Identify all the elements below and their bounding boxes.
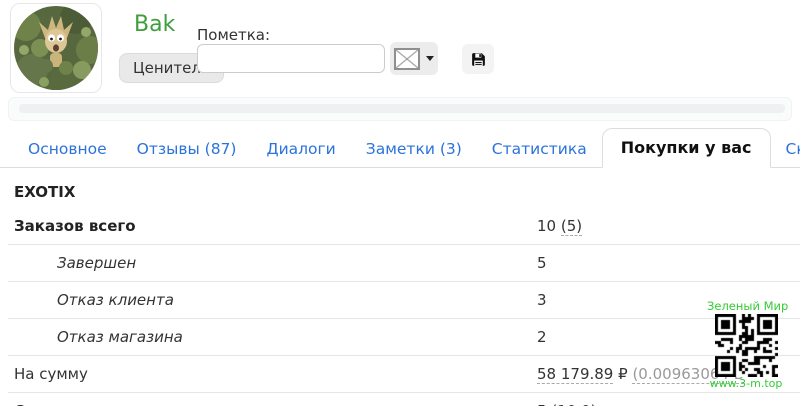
tooltip-value[interactable]: 58 179.89 (537, 365, 614, 384)
row-value: 5 (10.0) (537, 402, 597, 406)
value-text: 10 (537, 217, 561, 235)
note-label: Пометка: (197, 26, 271, 44)
save-button[interactable] (462, 44, 494, 74)
qr-code (714, 314, 778, 377)
value-text: ₽ (613, 365, 633, 383)
tab-skidki[interactable]: Скидки (785, 140, 800, 158)
image-select-dropdown[interactable] (390, 42, 438, 75)
tab-zametki[interactable]: Заметки (3) (365, 140, 462, 158)
row-value: 2 (537, 328, 547, 346)
avatar-image (14, 6, 98, 90)
note-input[interactable] (197, 44, 385, 73)
row-label: Завершен (57, 254, 137, 272)
tab-osnovnoe[interactable]: Основное (28, 140, 107, 158)
tab-bar: Основное Отзывы (87) Диалоги Заметки (3) Ста… (0, 128, 800, 168)
row-label: Заказов всего (14, 217, 136, 235)
watermark-title: Зеленый Мир (707, 299, 789, 313)
avatar[interactable] (10, 3, 102, 93)
row-label: Отказ клиента (57, 291, 174, 309)
tab-statistika[interactable]: Статистика (491, 140, 587, 158)
username[interactable]: Bak (134, 12, 176, 37)
floppy-disk-icon (471, 52, 485, 66)
collapsed-section-bar (8, 97, 792, 121)
tooltip-value[interactable]: (10.0) (551, 402, 597, 406)
collapsed-section-inner-bar (19, 104, 785, 113)
purchases-panel: EXOTIX Заказов всего 10 (5) Завершен 5 Отказ… (0, 168, 800, 406)
table-row: Заказов всего 10 (5) (8, 208, 800, 245)
row-value: 10 (5) (537, 217, 583, 236)
value-text: 2 (537, 328, 547, 346)
value-text: 5 (537, 402, 551, 406)
row-label: Отказ магазина (57, 328, 183, 346)
row-label: Отзывы (8, 402, 81, 406)
tooltip-value[interactable]: (5) (560, 217, 583, 236)
broken-image-icon (394, 47, 420, 70)
row-value: 3 (537, 291, 547, 309)
table-row: Отказ клиента 3 (8, 282, 800, 319)
tab-dialogi[interactable]: Диалоги (266, 140, 336, 158)
row-label: На сумму (14, 365, 88, 383)
tab-otzyvy[interactable]: Отзывы (87) (136, 140, 237, 158)
shop-name: EXOTIX (14, 183, 76, 201)
caret-down-icon (426, 56, 434, 61)
watermark: Зеленый Мир www.3-m.top (707, 299, 789, 390)
tab-pokupki-u-vas[interactable]: Покупки у вас (601, 128, 771, 168)
value-text: 3 (537, 291, 547, 309)
table-row: Завершен 5 (8, 245, 800, 282)
value-text: 5 (537, 254, 547, 272)
purchases-table: Заказов всего 10 (5) Завершен 5 Отказ клиент… (8, 208, 800, 406)
table-row: Отзывы 5 (10.0) (8, 393, 800, 406)
table-row: Отказ магазина 2 (8, 319, 800, 356)
row-value: 5 (537, 254, 547, 272)
table-row: На сумму 58 179.89 ₽ (0.00963064 B (8, 356, 800, 393)
watermark-url: www.3-m.top (709, 377, 783, 390)
